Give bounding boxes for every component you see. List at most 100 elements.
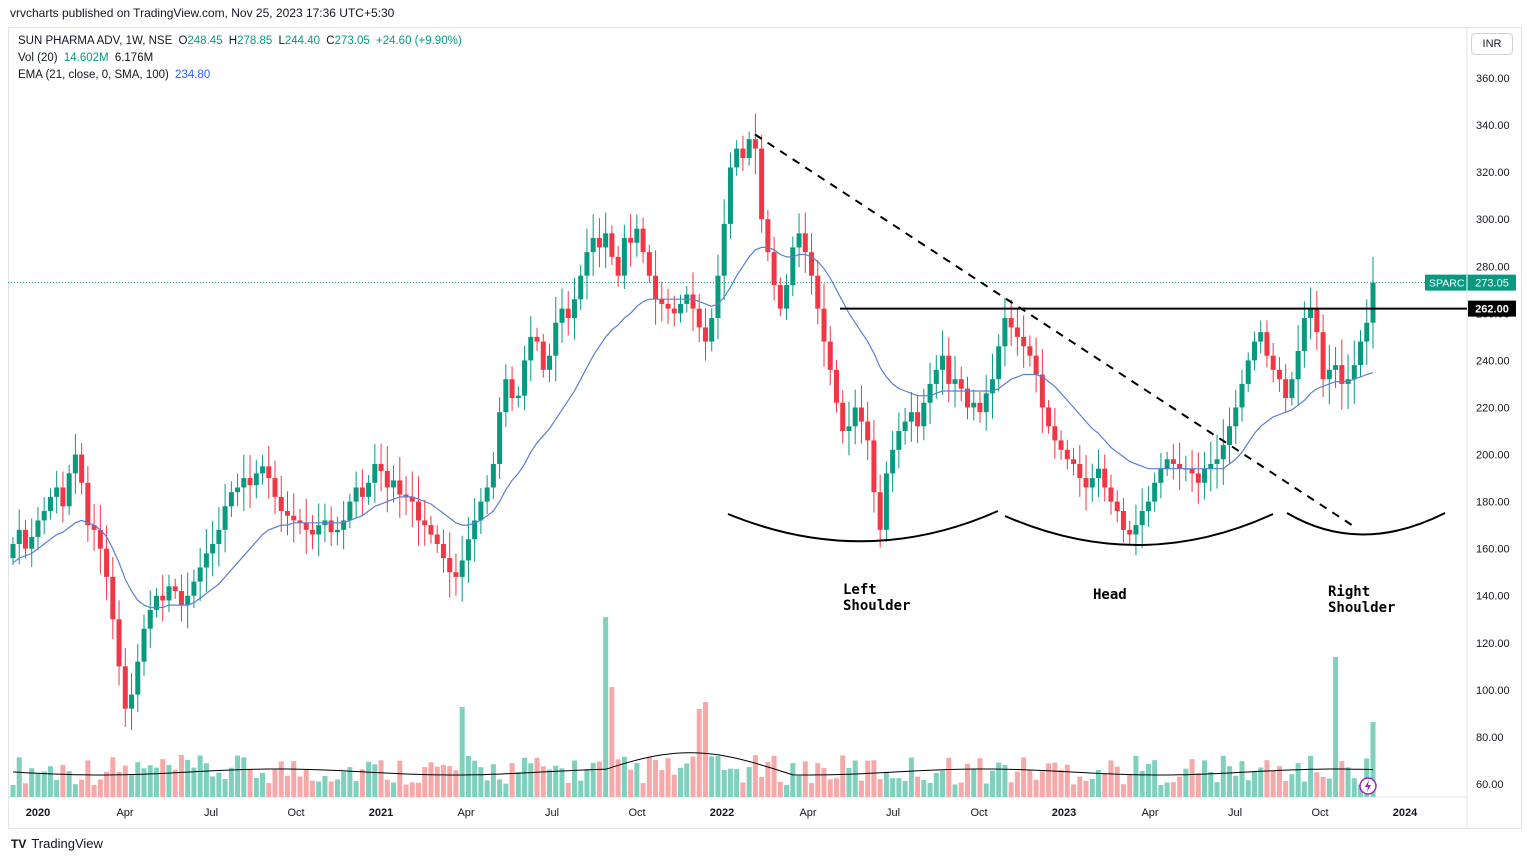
- candle-body[interactable]: [1245, 360, 1251, 384]
- candle-body[interactable]: [515, 395, 521, 399]
- candle-body[interactable]: [927, 383, 933, 403]
- candle-body[interactable]: [840, 402, 846, 431]
- candle-body[interactable]: [1058, 440, 1064, 450]
- candle-body[interactable]: [996, 346, 1002, 380]
- candle-body[interactable]: [1127, 529, 1133, 535]
- candle-body[interactable]: [1358, 341, 1364, 366]
- candle-body[interactable]: [135, 661, 141, 695]
- candle-body[interactable]: [1108, 487, 1114, 502]
- candle-body[interactable]: [453, 572, 459, 577]
- candle-body[interactable]: [734, 148, 740, 168]
- candle-body[interactable]: [122, 666, 128, 709]
- candle-body[interactable]: [490, 463, 496, 488]
- candle-body[interactable]: [827, 341, 833, 370]
- candle-body[interactable]: [72, 454, 78, 474]
- candle-body[interactable]: [116, 619, 122, 667]
- candle-body[interactable]: [790, 247, 796, 286]
- candle-body[interactable]: [802, 233, 808, 253]
- candle-body[interactable]: [1102, 468, 1108, 488]
- candle-body[interactable]: [1270, 355, 1276, 370]
- candle-body[interactable]: [528, 336, 534, 361]
- tradingview-brand[interactable]: TV TradingView: [11, 836, 103, 851]
- candle-body[interactable]: [759, 148, 765, 220]
- candle-body[interactable]: [958, 379, 964, 389]
- candle-body[interactable]: [178, 591, 184, 606]
- candle-body[interactable]: [1114, 501, 1120, 512]
- candle-body[interactable]: [621, 238, 627, 276]
- candle-body[interactable]: [459, 560, 465, 577]
- candle-body[interactable]: [584, 252, 590, 276]
- candle-body[interactable]: [665, 303, 671, 309]
- candle-body[interactable]: [615, 256, 621, 276]
- currency-button[interactable]: INR: [1471, 33, 1513, 55]
- candle-body[interactable]: [1258, 332, 1264, 342]
- candle-body[interactable]: [1096, 468, 1102, 479]
- candle-body[interactable]: [247, 478, 253, 486]
- candle-body[interactable]: [709, 318, 715, 342]
- candle-body[interactable]: [921, 402, 927, 427]
- candle-body[interactable]: [1276, 369, 1282, 380]
- candle-body[interactable]: [391, 480, 397, 488]
- candle-body[interactable]: [303, 522, 309, 530]
- candle-body[interactable]: [1027, 346, 1033, 356]
- candle-body[interactable]: [1033, 355, 1039, 375]
- candle-body[interactable]: [378, 463, 384, 472]
- candle-body[interactable]: [1208, 463, 1214, 469]
- candle-body[interactable]: [1370, 282, 1376, 323]
- candle-body[interactable]: [1039, 374, 1045, 408]
- candle-body[interactable]: [272, 478, 278, 497]
- candle-body[interactable]: [1177, 463, 1183, 469]
- candle-body[interactable]: [1364, 322, 1370, 342]
- candle-body[interactable]: [185, 595, 191, 606]
- candle-body[interactable]: [16, 529, 22, 544]
- left-shoulder-arc[interactable]: [727, 510, 999, 543]
- candle-body[interactable]: [846, 426, 852, 431]
- candle-body[interactable]: [104, 548, 110, 577]
- candle-body[interactable]: [902, 421, 908, 431]
- candle-body[interactable]: [1083, 478, 1089, 488]
- candle-body[interactable]: [484, 487, 490, 502]
- candle-body[interactable]: [771, 252, 777, 286]
- candle-body[interactable]: [203, 553, 209, 568]
- candle-body[interactable]: [1202, 468, 1208, 483]
- candle-body[interactable]: [765, 219, 771, 253]
- candle-body[interactable]: [796, 233, 802, 248]
- candle-body[interactable]: [1308, 308, 1314, 319]
- candle-body[interactable]: [341, 520, 347, 530]
- candle-body[interactable]: [503, 379, 509, 413]
- candle-body[interactable]: [596, 238, 602, 248]
- candle-body[interactable]: [166, 586, 172, 601]
- candle-body[interactable]: [590, 238, 596, 253]
- candle-body[interactable]: [946, 355, 952, 384]
- candle-body[interactable]: [284, 511, 290, 516]
- candle-body[interactable]: [110, 576, 116, 620]
- candle-body[interactable]: [1339, 365, 1345, 384]
- candle-body[interactable]: [79, 454, 85, 483]
- candle-body[interactable]: [571, 299, 577, 319]
- candle-body[interactable]: [353, 487, 359, 502]
- candle-body[interactable]: [940, 355, 946, 370]
- candle-body[interactable]: [509, 379, 515, 399]
- candle-body[interactable]: [260, 466, 266, 474]
- candle-body[interactable]: [678, 303, 684, 314]
- candle-body[interactable]: [141, 628, 147, 662]
- candle-body[interactable]: [553, 322, 559, 356]
- candle-body[interactable]: [1158, 468, 1164, 483]
- candle-body[interactable]: [465, 539, 471, 561]
- candle-body[interactable]: [478, 501, 484, 521]
- candle-body[interactable]: [1133, 525, 1139, 535]
- candle-body[interactable]: [29, 536, 35, 549]
- candle-body[interactable]: [1052, 426, 1058, 441]
- candle-body[interactable]: [1295, 350, 1301, 380]
- candle-body[interactable]: [522, 360, 528, 396]
- candle-body[interactable]: [384, 471, 390, 488]
- candle-body[interactable]: [1264, 332, 1270, 356]
- candle-body[interactable]: [228, 492, 234, 507]
- candle-body[interactable]: [865, 421, 871, 441]
- dashed-trendline[interactable]: [754, 133, 1353, 526]
- candle-body[interactable]: [472, 520, 478, 540]
- candle-body[interactable]: [547, 355, 553, 370]
- candle-body[interactable]: [1077, 463, 1083, 479]
- candle-body[interactable]: [578, 275, 584, 300]
